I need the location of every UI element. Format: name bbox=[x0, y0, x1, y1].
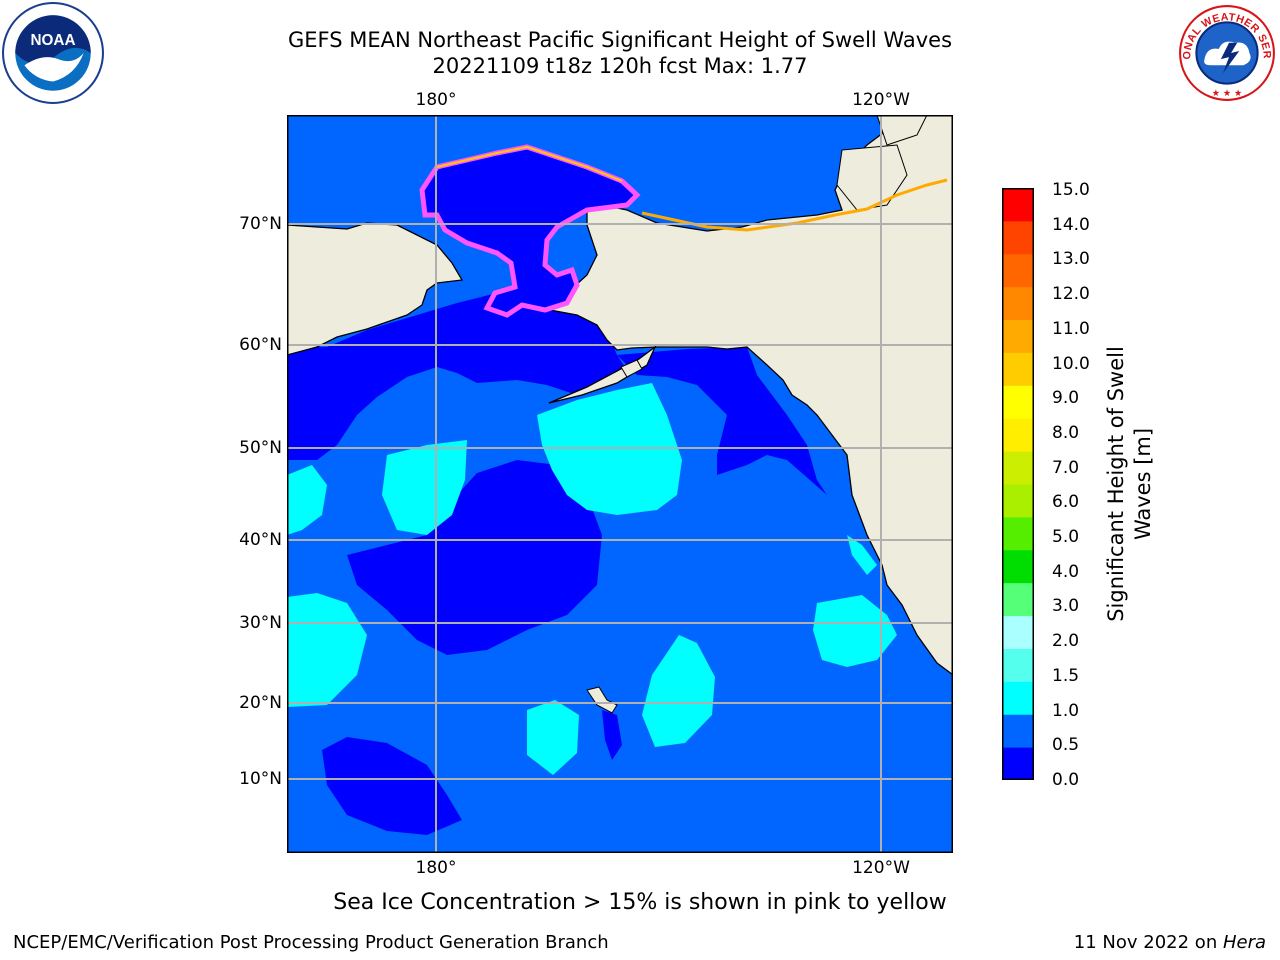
swell-mid-southcentral bbox=[642, 635, 715, 747]
colorbar-tick-label: 4.0 bbox=[1052, 561, 1080, 582]
land-banks-island bbox=[876, 115, 928, 146]
sea-ice-arctic-rim bbox=[436, 145, 623, 182]
lon-label-bottom-180: 180° bbox=[415, 858, 457, 878]
swell-mid-west bbox=[382, 440, 467, 535]
chart-title: GEFS MEAN Northeast Pacific Significant … bbox=[287, 28, 953, 52]
colorbar-tick-label: 0.5 bbox=[1052, 735, 1080, 756]
chart-subtitle: 20221109 t18z 120h fcst Max: 1.77 bbox=[432, 54, 808, 78]
colorbar-title: Significant Height of Swell Waves [m] bbox=[1104, 346, 1155, 622]
swell-low-south bbox=[322, 737, 462, 835]
colorbar-block bbox=[1002, 385, 1034, 419]
colorbar-block bbox=[1002, 451, 1034, 485]
sea-ice-coast-canada bbox=[641, 178, 948, 232]
swell-low-central bbox=[347, 460, 602, 655]
colorbar-tick-label: 6.0 bbox=[1052, 492, 1080, 513]
colorbar-tick-label: 1.0 bbox=[1052, 700, 1080, 721]
land-alaska-peninsula bbox=[548, 344, 657, 404]
colorbar-block bbox=[1002, 418, 1034, 452]
colorbar-tick-label: 11.0 bbox=[1052, 318, 1090, 339]
colorbar-tick-label: 2.0 bbox=[1052, 631, 1080, 652]
swell-mid-south bbox=[527, 700, 579, 775]
colorbar-tick-label: 15.0 bbox=[1052, 180, 1090, 200]
land-hawaii bbox=[586, 686, 618, 714]
colorbar-tick-label: 13.0 bbox=[1052, 249, 1090, 270]
colorbar-block bbox=[1002, 681, 1034, 715]
lat-label-60n: 60°N bbox=[239, 335, 282, 355]
colorbar-tick-label: 5.0 bbox=[1052, 527, 1080, 548]
lat-label-30n: 30°N bbox=[239, 613, 282, 633]
swell-height-map bbox=[287, 115, 953, 853]
swell-mid-farwest bbox=[287, 465, 327, 535]
colorbar-block bbox=[1002, 615, 1034, 649]
colorbar-block bbox=[1002, 319, 1034, 353]
colorbar-block bbox=[1002, 549, 1034, 584]
swell-mid-east bbox=[813, 595, 897, 667]
svg-text:★ ★ ★: ★ ★ ★ bbox=[1212, 88, 1243, 99]
sea-ice-note: Sea Ice Concentration > 15% is shown in … bbox=[333, 890, 947, 915]
colorbar-block bbox=[1002, 648, 1034, 682]
lat-label-20n: 20°N bbox=[239, 693, 282, 713]
noaa-logo: NOAA bbox=[2, 2, 104, 104]
colorbar-block bbox=[1002, 484, 1034, 518]
lon-label-top-180: 180° bbox=[415, 90, 457, 110]
footer-credit: NCEP/EMC/Verification Post Processing Pr… bbox=[13, 932, 609, 953]
swell-low-north bbox=[287, 290, 627, 460]
lat-label-10n: 10°N bbox=[239, 769, 282, 789]
colorbar-block bbox=[1002, 188, 1034, 222]
colorbar-block bbox=[1002, 747, 1034, 780]
colorbar-tick-label: 14.0 bbox=[1052, 214, 1090, 235]
land-alaska-northamerica bbox=[548, 115, 953, 676]
swell-mid-coast bbox=[847, 535, 877, 575]
colorbar-tick-label: 7.0 bbox=[1052, 457, 1080, 478]
svg-text:NOAA: NOAA bbox=[31, 32, 76, 49]
colorbar-block bbox=[1002, 253, 1034, 288]
colorbar-block bbox=[1002, 352, 1034, 386]
lat-label-50n: 50°N bbox=[239, 438, 282, 458]
land-victoria-island bbox=[836, 144, 908, 211]
colorbar-block bbox=[1002, 516, 1034, 551]
footer-date: 11 Nov 2022 on Hera bbox=[1073, 932, 1266, 953]
colorbar-tick-label: 8.0 bbox=[1052, 422, 1080, 443]
lon-label-top-120w: 120°W bbox=[852, 90, 910, 110]
swell-mid-southwest bbox=[287, 593, 367, 707]
colorbar-block bbox=[1002, 286, 1034, 321]
colorbar-tick-label: 10.0 bbox=[1052, 353, 1090, 374]
colorbar-block bbox=[1002, 714, 1034, 748]
colorbar-tick-label: 3.0 bbox=[1052, 596, 1080, 617]
colorbar-tick-label: 1.5 bbox=[1052, 665, 1080, 686]
colorbar-block bbox=[1002, 582, 1034, 617]
nws-logo: NATIONAL WEATHER SERVICE ★ ★ ★ bbox=[1176, 2, 1276, 102]
colorbar-tick-label: 0.0 bbox=[1052, 770, 1080, 790]
swell-low-hawaii bbox=[602, 710, 622, 760]
colorbar-tick-label: 12.0 bbox=[1052, 284, 1090, 305]
colorbar bbox=[1002, 188, 1034, 780]
lat-label-70n: 70°N bbox=[239, 214, 282, 234]
land-kodiak bbox=[620, 359, 643, 378]
colorbar-block bbox=[1002, 220, 1034, 255]
lat-label-40n: 40°N bbox=[239, 530, 282, 550]
lon-label-bottom-120w: 120°W bbox=[852, 858, 910, 878]
colorbar-tick-label: 9.0 bbox=[1052, 388, 1080, 409]
